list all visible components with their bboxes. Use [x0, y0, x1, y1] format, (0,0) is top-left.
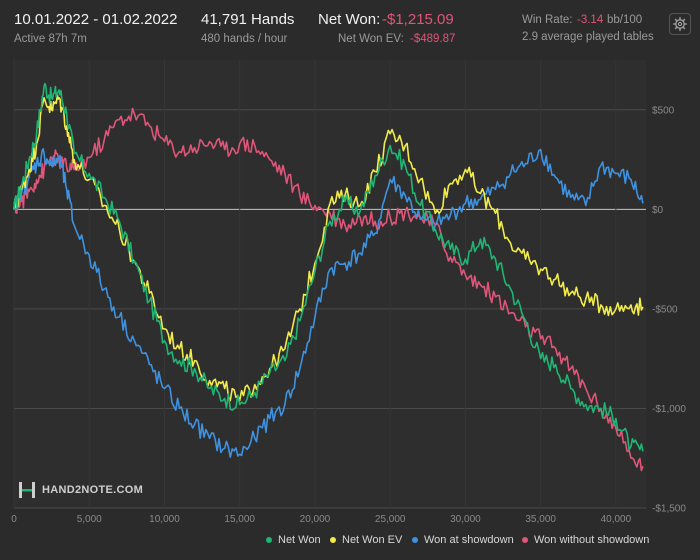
legend-dot-icon	[412, 537, 418, 543]
chart-legend: Net Won Net Won EV Won at showdown Won w…	[0, 534, 700, 552]
y-tick-label: $500	[652, 105, 675, 116]
net-won-value: -$1,215.09	[382, 11, 454, 28]
gridlines	[13, 60, 646, 509]
legend-label: Net Won	[278, 534, 321, 546]
y-tick-label: -$500	[652, 304, 678, 315]
date-range: 10.01.2022 - 01.02.2022	[14, 11, 178, 28]
legend-label: Won at showdown	[424, 534, 514, 546]
gear-icon	[673, 17, 687, 31]
x-axis-ticks: 0 5,000 10,000 15,000 20,000 25,000 30,000 35,0…	[11, 514, 631, 525]
legend-net-won-ev[interactable]: Net Won EV	[330, 534, 402, 546]
average-tables: 2.9 average played tables	[522, 31, 654, 43]
net-won-ev-value: -$489.87	[410, 33, 456, 45]
active-time: Active 87h 7m	[14, 33, 87, 45]
x-tick-label: 5,000	[77, 514, 102, 525]
legend-dot-icon	[266, 537, 272, 543]
x-tick-label: 25,000	[375, 514, 406, 525]
legend-dot-icon	[330, 537, 336, 543]
legend-dot-icon	[522, 537, 528, 543]
win-rate-label: Win Rate:	[522, 14, 573, 26]
logo-text: HAND2NOTE.COM	[42, 484, 144, 496]
legend-net-won[interactable]: Net Won	[266, 534, 321, 546]
y-tick-label: -$1,000	[652, 404, 686, 415]
legend-label: Net Won EV	[342, 534, 403, 546]
series-line-net-won-ev	[13, 93, 644, 402]
x-tick-label: 30,000	[450, 514, 481, 525]
win-rate-value: -3.14	[577, 14, 604, 26]
x-tick-label: 0	[11, 514, 17, 525]
stats-header: 10.01.2022 - 01.02.2022 Active 87h 7m 41…	[0, 0, 700, 52]
x-tick-label: 10,000	[149, 514, 180, 525]
results-chart: $500 $0 -$500 -$1,000 -$1,500 0 5,000 10,000 15…	[11, 60, 686, 525]
x-tick-label: 20,000	[300, 514, 331, 525]
hands-count: 41,791 Hands	[201, 11, 295, 28]
series-line-net-won	[13, 82, 644, 452]
y-tick-label: -$1,500	[652, 504, 686, 515]
hand2note-logo: HAND2NOTE.COM	[18, 481, 143, 499]
y-axis-ticks: $500 $0 -$500 -$1,000 -$1,500	[652, 105, 686, 514]
x-tick-label: 15,000	[224, 514, 255, 525]
series-lines	[13, 82, 644, 472]
y-tick-label: $0	[652, 205, 664, 216]
win-rate-unit: bb/100	[607, 14, 643, 26]
series-line-won-at-showdown	[13, 148, 644, 458]
net-won-ev-label: Net Won EV:	[338, 33, 404, 45]
net-won-label: Net Won:	[318, 11, 381, 28]
x-tick-label: 35,000	[525, 514, 556, 525]
graph-area: $500 $0 -$500 -$1,000 -$1,500 0 5,000 10,000 15…	[0, 52, 700, 560]
hands-per-hour: 480 hands / hour	[201, 33, 288, 45]
x-tick-label: 40,000	[601, 514, 632, 525]
h-logo-icon	[18, 481, 36, 499]
legend-won-without-showdown[interactable]: Won without showdown	[522, 534, 649, 546]
settings-button[interactable]	[669, 13, 691, 35]
legend-label: Won without showdown	[534, 534, 650, 546]
legend-won-at-showdown[interactable]: Won at showdown	[412, 534, 514, 546]
